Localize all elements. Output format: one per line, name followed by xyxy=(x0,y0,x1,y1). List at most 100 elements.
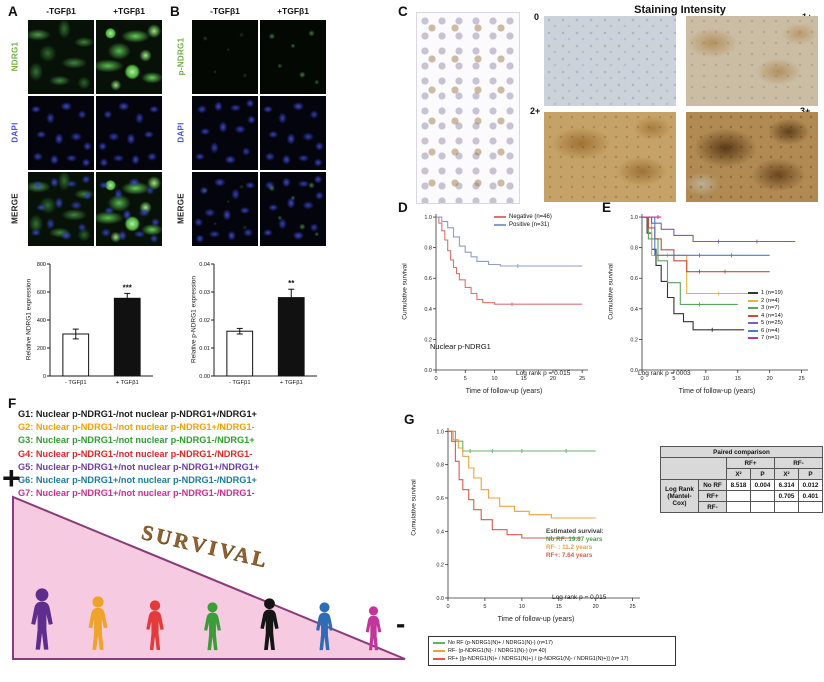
panel-a-col-header-minus: -TGFβ1 xyxy=(46,6,76,16)
person-icon xyxy=(316,602,333,651)
panel-d-annotation: Nuclear p-NDRG1 xyxy=(430,342,491,351)
legend-item-norf: No RF (p-NDRG1(N)+ / NDRG1(N)-) (n=17) xyxy=(433,640,671,646)
km-plot-seven-groups: 0.0 0.2 0.4 0.6 0.8 1.0 0 5 10 15 20 25 xyxy=(630,214,808,382)
panel-b-row-label-merge: MERGE xyxy=(176,193,186,224)
line-swatch xyxy=(748,314,758,317)
table-cell xyxy=(798,501,823,513)
legend-label: 7 (n=1) xyxy=(761,335,780,341)
micrograph-ndrg1-plus-tgfb1 xyxy=(96,20,162,94)
table-cell: 0.705 xyxy=(774,490,799,502)
panel-b-row-label-pndrg1: p-NDRG1 xyxy=(176,37,186,76)
table-cell: 0.401 xyxy=(798,490,823,502)
faint-green-fluorescence xyxy=(192,172,258,246)
ihc-image-intensity-0 xyxy=(544,16,676,106)
tissue-microarray-image xyxy=(416,12,520,204)
svg-text:1.0: 1.0 xyxy=(630,215,638,221)
km-plot-risk-factors: 0.0 0.2 0.4 0.6 0.8 1.0 0 5 10 15 20 25 xyxy=(436,428,640,610)
svg-text:0.02: 0.02 xyxy=(199,318,210,324)
paired-comparison-table: Paired comparison RF+ RF- X² P X² P Log … xyxy=(660,446,823,513)
svg-text:20: 20 xyxy=(767,376,773,382)
estimated-survival-rfminus: RF- : 11.2 years xyxy=(546,544,593,551)
legend-label: 2 (n=4) xyxy=(761,297,780,304)
svg-text:0.03: 0.03 xyxy=(199,290,210,296)
panel-g-ylabel: Cumulative survival xyxy=(410,479,418,536)
legend-item-negative: Negative (n=46) xyxy=(494,214,552,220)
estimated-survival-header: Estimated survival: xyxy=(546,528,604,535)
panel-c-label: C xyxy=(398,4,408,19)
faint-green-fluorescence xyxy=(192,20,258,94)
panel-a-row-label-dapi: DAPI xyxy=(10,122,20,143)
svg-text:25: 25 xyxy=(630,604,636,610)
tma-stained-cores xyxy=(423,19,513,197)
minus-sign: - xyxy=(396,608,406,639)
group-g6: G6: Nuclear p-NDRG1+/not nuclear p-NDRG1… xyxy=(18,475,257,486)
panel-d-legend: Negative (n=46) Positive (n=31) xyxy=(494,214,552,228)
panel-g-logrank: Log rank p = 0.015 xyxy=(552,594,607,601)
svg-text:0.2: 0.2 xyxy=(630,337,638,343)
panel-f-label: F xyxy=(8,396,17,411)
panel-b-label: B xyxy=(170,4,180,19)
line-swatch xyxy=(748,322,758,324)
table-corner-cell xyxy=(660,457,727,480)
micrograph-b-dapi-plus-tgfb1 xyxy=(260,96,326,170)
svg-text:0.8: 0.8 xyxy=(630,246,638,252)
green-fluorescence xyxy=(96,20,162,94)
bar-chart-b-ylabel: Relative p-NDRG1 expression xyxy=(190,275,198,364)
survival-triangle xyxy=(12,495,406,660)
group-g3: G3: Nuclear p-NDRG1-/not nuclear p-NDRG1… xyxy=(18,435,255,446)
micrograph-pndrg1-plus-tgfb1 xyxy=(260,20,326,94)
panel-e-ylabel: Cumulative survival xyxy=(607,263,615,320)
bar-chart-pndrg1-expression: 0.00 0.01 0.02 0.03 0.04 - TGFβ1 + TGFβ1 ** xyxy=(199,262,317,386)
table-row-label-norf: No RF xyxy=(698,479,727,491)
micrograph-b-dapi-minus-tgfb1 xyxy=(192,96,258,170)
person-icon xyxy=(260,598,279,650)
table-header-p: P xyxy=(750,468,775,480)
blue-fluorescence xyxy=(28,172,94,246)
svg-text:800: 800 xyxy=(37,262,46,268)
line-swatch xyxy=(748,292,758,294)
table-row-label-rfplus: RF+ xyxy=(698,490,727,502)
legend-label: 6 (n=4) xyxy=(761,327,780,334)
legend-item-g6: 6 (n=4) xyxy=(748,328,783,334)
line-swatch xyxy=(433,642,445,644)
svg-text:0.04: 0.04 xyxy=(199,262,210,268)
table-rowgroup-logrank: Log Rank (Mantel-Cox) xyxy=(660,479,699,513)
estimated-survival-norf: No RF: 19.87 years xyxy=(546,536,603,543)
line-swatch xyxy=(494,216,506,218)
svg-text:0: 0 xyxy=(640,376,643,382)
line-swatch xyxy=(433,658,445,660)
panel-g-xlabel: Time of follow-up (years) xyxy=(497,616,575,623)
group-g5: G5: Nuclear p-NDRG1+/not nuclear p-NDRG1… xyxy=(18,461,260,472)
person-icon xyxy=(88,596,108,650)
micrograph-dapi-plus-tgfb1 xyxy=(96,96,162,170)
svg-text:200: 200 xyxy=(37,346,46,352)
panel-g-label: G xyxy=(404,412,415,427)
blue-fluorescence xyxy=(96,96,162,170)
panel-d-label: D xyxy=(398,200,408,215)
group-g4: G4: Nuclear p-NDRG1-/not nuclear p-NDRG1… xyxy=(18,448,253,459)
person-icon xyxy=(204,602,221,651)
line-swatch xyxy=(748,329,758,332)
panel-b-col-header-minus: -TGFβ1 xyxy=(210,6,240,16)
blue-fluorescence xyxy=(28,96,94,170)
table-header-chi2: X² xyxy=(726,468,751,480)
svg-text:0: 0 xyxy=(434,376,437,382)
person-icon xyxy=(365,606,382,651)
legend-item-g3: 3 (n=7) xyxy=(748,305,783,311)
intensity-label-2plus: 2+ xyxy=(530,106,541,116)
group-definitions: G1: Nuclear p-NDRG1-/not nuclear p-NDRG1… xyxy=(18,408,259,500)
micrograph-b-merge-plus-tgfb1 xyxy=(260,172,326,246)
svg-text:0.00: 0.00 xyxy=(199,374,210,380)
micrograph-merge-minus-tgfb1 xyxy=(28,172,94,246)
line-swatch xyxy=(494,223,506,226)
legend-label: RF- (p-NDRG1(N)- / NDRG1(N)-) (n= 40) xyxy=(448,648,547,654)
svg-text:0: 0 xyxy=(43,374,46,380)
person-icon xyxy=(31,588,53,650)
legend-item-rfminus: RF- (p-NDRG1(N)- / NDRG1(N)-) (n= 40) xyxy=(433,648,671,654)
ihc-image-intensity-2plus xyxy=(544,112,676,202)
line-swatch xyxy=(748,299,758,302)
table-cell: 6.314 xyxy=(774,479,799,491)
svg-text:**: ** xyxy=(288,279,295,288)
svg-text:25: 25 xyxy=(579,376,585,382)
